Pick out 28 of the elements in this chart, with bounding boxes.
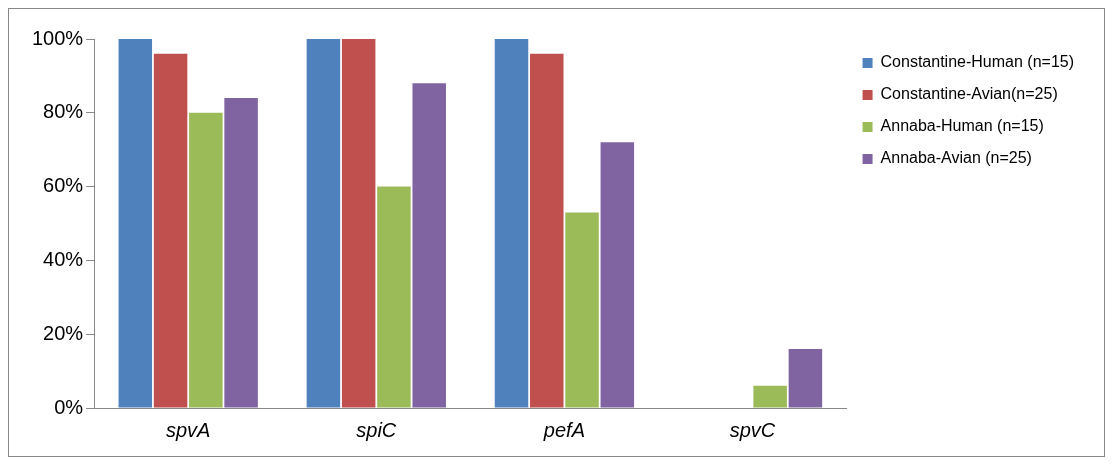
legend-label: Annaba-Avian (n=25) bbox=[880, 149, 1032, 167]
y-tick-label: 20% bbox=[43, 321, 84, 344]
x-tick-label: spiC bbox=[356, 418, 397, 441]
bar bbox=[788, 348, 823, 408]
y-tick-label: 80% bbox=[43, 100, 84, 123]
legend-label: Annaba-Human (n=15) bbox=[880, 117, 1044, 135]
bar bbox=[341, 39, 376, 408]
bar bbox=[377, 186, 411, 408]
bar bbox=[189, 112, 223, 408]
bar bbox=[600, 142, 635, 408]
x-tick-label: spvA bbox=[165, 418, 211, 441]
bar bbox=[306, 39, 341, 408]
y-tick-label: 40% bbox=[43, 247, 84, 270]
x-tick-label: spvC bbox=[729, 418, 776, 441]
bar bbox=[530, 53, 564, 408]
bar bbox=[118, 39, 153, 408]
bar bbox=[753, 385, 787, 408]
legend-label: Constantine-Avian(n=25) bbox=[880, 85, 1058, 103]
bar bbox=[565, 212, 599, 408]
y-tick-label: 100% bbox=[32, 26, 84, 49]
bar bbox=[412, 83, 446, 408]
y-tick-label: 60% bbox=[43, 174, 84, 197]
legend-label: Constantine-Human (n=15) bbox=[880, 53, 1074, 71]
bar bbox=[153, 53, 188, 408]
bar bbox=[224, 98, 258, 408]
bar bbox=[494, 39, 529, 408]
y-tick-label: 0% bbox=[54, 395, 84, 418]
x-tick-label: pefA bbox=[542, 418, 585, 441]
